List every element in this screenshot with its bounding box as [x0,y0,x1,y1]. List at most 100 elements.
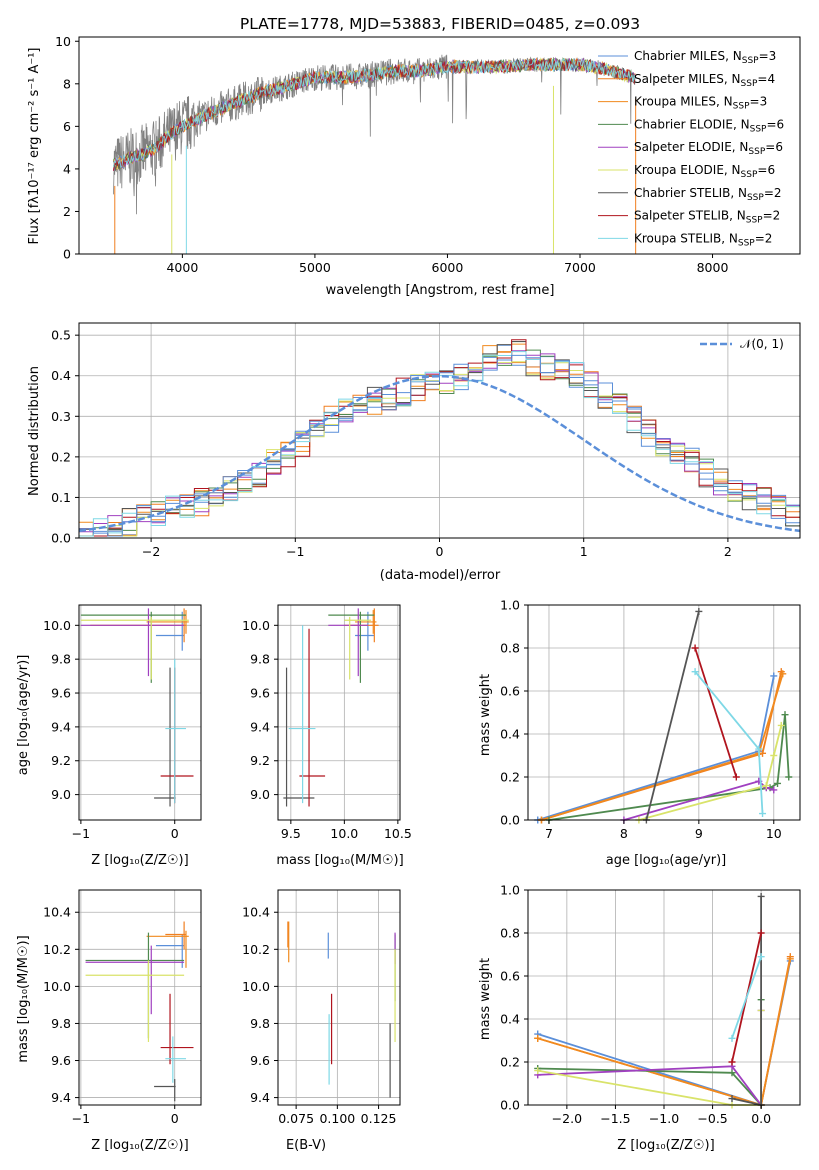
histogram-ytick-label: 0.1 [51,490,71,505]
xtick-label: 10.5 [384,826,412,841]
spectrum-ytick-label: 4 [63,161,71,176]
ytick-label: 9.2 [250,753,270,768]
ytick-label: 10.0 [43,618,71,633]
panel-frame [277,889,401,1106]
histogram-xtick-label: 2 [724,544,732,559]
spectrum-ytick-label: 2 [63,204,71,219]
spectrum-ytick-label: 0 [63,247,71,262]
weight-line [694,647,738,778]
xtick-label: −1 [72,1111,90,1126]
histogram-ytick-label: 0.4 [51,368,71,383]
panel-frame [78,604,202,821]
xtick-label: 7 [545,826,553,841]
xtick-label: 9.5 [281,826,301,841]
weight-marker [774,779,782,787]
spectrum-panel: PLATE=1778, MJD=53883, FIBERID=0485, z=0… [27,15,801,298]
xtick-label: 9 [695,826,703,841]
ytick-label: 9.8 [51,652,71,667]
p6-ylabel: mass [log₁₀(M/M☉)] [16,935,31,1062]
ytick-label: 9.8 [250,1016,270,1031]
xtick-label: −1 [72,826,90,841]
histogram-legend: 𝒩(0, 1) [700,337,784,351]
ytick-label: 9.4 [51,719,71,734]
legend-entry: Salpeter MILES, NSSP=4 [634,72,775,89]
weight-marker [728,1095,736,1103]
p8-xlabel: Z [log₁₀(Z/Z☉)] [617,1138,714,1153]
weight-marker [781,711,789,719]
weight-marker [777,721,785,729]
weight-marker [770,786,778,794]
weight-marker [728,1034,736,1042]
ytick-label: 0.0 [500,813,520,828]
ytick-label: 10.2 [43,942,71,957]
p6-xlabel: Z [log₁₀(Z/Z☉)] [91,1138,188,1153]
xtick-label: 0 [171,826,179,841]
ytick-label: 9.4 [51,1090,71,1105]
weight-line [645,611,700,821]
weight-marker [785,773,793,781]
weight-vs-metallicity-panel: −2.0 −1.5 −1.0 −0.5 0.0 0.0 0.2 0.4 0.6 0.8 1.0 Z … [478,883,801,1153]
weight-marker [755,745,763,753]
ytick-label: 1.0 [500,598,520,613]
spectrum-xtick-label: 7000 [564,260,596,275]
ytick-label: 1.0 [500,883,520,898]
spectrum-xtick-label: 5000 [299,260,331,275]
xtick-label: 0.075 [278,1111,314,1126]
ytick-label: 9.8 [51,1016,71,1031]
weight-marker [695,607,703,615]
weight-marker [757,953,765,961]
legend-entry: Kroupa ELODIE, NSSP=6 [634,163,775,180]
weight-marker [770,672,778,680]
normal-legend-label: 𝒩(0, 1) [740,337,784,351]
p5-xlabel: age [log₁₀(age/yr)] [606,853,727,868]
weight-marker [786,955,794,963]
weight-line [731,956,762,1039]
weight-line [638,725,783,821]
xtick-label: −1.0 [649,1111,679,1126]
spectrum-ytick-label: 6 [63,119,71,134]
age-vs-metallicity-panel: −1 0 9.0 9.2 9.4 9.6 9.8 10.0 Z [log₁₀(Z/Z☉)] a… [16,604,202,868]
xtick-label: 0.100 [319,1111,355,1126]
weight-marker [728,1069,736,1077]
spectrum-xtick-label: 4000 [166,260,198,275]
histogram-xtick-label: 0 [436,544,444,559]
weight-vs-age-panel: 7 8 9 10 0.0 0.2 0.4 0.6 0.8 1.0 age [log₁₀(age/y… [478,598,801,868]
p3-xlabel: Z [log₁₀(Z/Z☉)] [91,853,188,868]
histogram-xtick-label: −2 [142,544,160,559]
mass-vs-extinction-panel: 0.075 0.100 0.125 9.4 9.6 9.8 10.0 10.2 10.4 E(B… [242,889,401,1153]
histogram-ytick-label: 0.3 [51,409,71,424]
spectrum-ytick-label: 8 [63,76,71,91]
weight-marker [534,1067,542,1075]
histogram-xlabel: (data-model)/error [380,568,501,583]
p3-ylabel: age [log₁₀(age/yr)] [16,655,31,776]
weight-marker [762,782,770,790]
spectrum-title: PLATE=1778, MJD=53883, FIBERID=0485, z=0… [240,15,640,33]
ytick-label: 9.0 [250,787,270,802]
xtick-label: 0.0 [751,1111,771,1126]
ytick-label: 9.0 [51,787,71,802]
weight-marker [728,1058,736,1066]
normal-curve [78,374,801,533]
spectrum-model-line [113,57,636,169]
mass-vs-metallicity-panel: −1 0 9.4 9.6 9.8 10.0 10.2 10.4 Z [log₁₀(Z/Z☉)]… [16,889,202,1153]
histogram-ylabel: Normed distribution [27,366,42,496]
legend-entry: Chabrier MILES, NSSP=3 [634,49,776,66]
legend-entry: Salpeter STELIB, NSSP=2 [634,209,780,226]
ytick-label: 10.0 [242,979,270,994]
ytick-label: 0.0 [500,1098,520,1113]
spectrum-ytick-label: 10 [55,34,71,49]
ytick-label: 10.0 [242,618,270,633]
p7-xlabel: E(B-V) [286,1138,326,1153]
ytick-label: 0.6 [500,684,520,699]
xtick-label: −0.5 [697,1111,727,1126]
ytick-label: 0.2 [500,770,520,785]
weight-marker [759,810,767,818]
ytick-label: 9.6 [250,1053,270,1068]
ytick-label: 0.6 [500,969,520,984]
panel-frame [527,604,801,821]
weight-marker [534,1034,542,1042]
p8-ylabel: mass weight [478,958,493,1040]
residual-histogram-panel: −2 −1 0 1 2 0.0 0.1 0.2 0.3 0.4 0.5 (data-model)/e… [27,322,801,583]
spectrum-model-line [113,57,636,171]
ytick-label: 9.8 [250,652,270,667]
